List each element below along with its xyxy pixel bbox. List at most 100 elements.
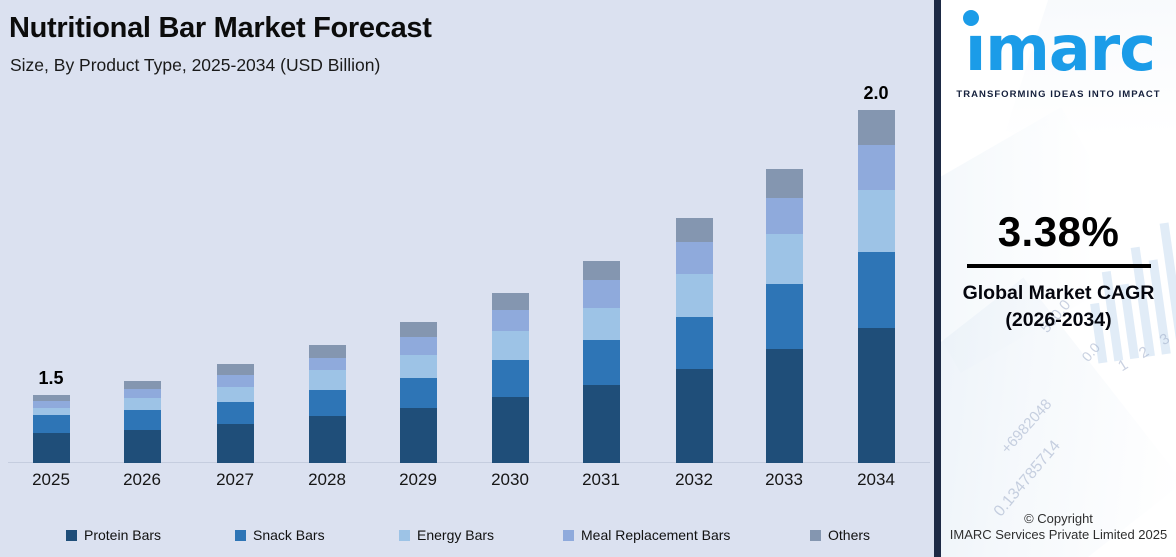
legend-label: Snack Bars <box>253 527 325 543</box>
decorative-number: 0.134785714 <box>990 437 1064 520</box>
bar-2025 <box>32 395 70 463</box>
legend-label: Others <box>828 527 871 543</box>
data-label-2025: 1.5 <box>38 368 64 388</box>
x-axis-label: 2026 <box>123 470 161 489</box>
bar-segment-protein-bars <box>582 385 620 463</box>
bar-2032 <box>675 218 713 463</box>
x-axis-label: 2033 <box>765 470 803 489</box>
bar-segment-snack-bars <box>857 252 895 328</box>
bar-2029 <box>399 322 437 463</box>
bar-segment-others <box>491 293 529 310</box>
bar-segment-snack-bars <box>32 415 70 433</box>
bar-segment-energy-bars <box>765 234 803 284</box>
legend-swatch-icon <box>235 529 246 541</box>
chart-area: Nutritional Bar Market Forecast Size, By… <box>0 0 934 557</box>
bar-segment-energy-bars <box>491 331 529 360</box>
bar-segment-energy-bars <box>308 370 346 390</box>
bar-segment-meal-replacement-bars <box>857 145 895 190</box>
bar-segment-energy-bars <box>399 355 437 378</box>
bar-2031 <box>582 261 620 463</box>
bar-segment-meal-replacement-bars <box>308 358 346 370</box>
legend-swatch-icon <box>563 529 574 541</box>
x-axis-label: 2031 <box>582 470 620 489</box>
bar-segment-others <box>857 110 895 145</box>
legend-label: Protein Bars <box>84 527 162 543</box>
bar-segment-snack-bars <box>765 284 803 349</box>
bar-segment-energy-bars <box>123 398 161 410</box>
bar-segment-meal-replacement-bars <box>32 401 70 408</box>
bar-segment-protein-bars <box>857 328 895 463</box>
legend-swatch-icon <box>810 529 821 541</box>
bar-segment-protein-bars <box>765 349 803 463</box>
bar-segment-protein-bars <box>216 424 254 463</box>
bar-2028 <box>308 345 346 463</box>
bar-2030 <box>491 293 529 463</box>
bar-segment-energy-bars <box>675 274 713 317</box>
legend: Protein Bars Snack Bars Energy Bars Meal Re… <box>0 527 934 543</box>
bar-segment-snack-bars <box>308 390 346 416</box>
bar-segment-others <box>765 169 803 198</box>
x-axis-line <box>8 462 930 463</box>
bar-segment-snack-bars <box>216 402 254 424</box>
chart-subtitle: Size, By Product Type, 2025-2034 (USD Bi… <box>10 55 381 75</box>
sidebar: 500.0 0.0 1 2 3 4 +6982048 0.134785714 ı… <box>941 0 1176 557</box>
bar-segment-others <box>675 218 713 242</box>
x-axis-label: 2029 <box>399 470 437 489</box>
decorative-number: 0.0 <box>1078 339 1104 365</box>
sidebar-divider <box>934 0 941 557</box>
bar-segment-meal-replacement-bars <box>399 337 437 355</box>
x-axis-label: 2032 <box>675 470 713 489</box>
cagr-block: 3.38% Global Market CAGR (2026-2034) <box>941 208 1176 335</box>
x-axis-label: 2028 <box>308 470 346 489</box>
legend-item-energy-bars: Energy Bars <box>399 527 494 543</box>
copyright-line1: © Copyright <box>1024 511 1093 526</box>
x-axis-label: 2034 <box>857 470 895 489</box>
logo-i-dot-icon <box>963 10 979 26</box>
legend-swatch-icon <box>399 529 410 541</box>
bar-segment-others <box>32 395 70 401</box>
legend-item-snack-bars: Snack Bars <box>235 527 325 543</box>
bar-2034 <box>857 110 895 463</box>
bar-segment-protein-bars <box>491 397 529 463</box>
bar-segment-snack-bars <box>399 378 437 408</box>
bar-segment-others <box>216 364 254 375</box>
bar-segment-meal-replacement-bars <box>765 198 803 234</box>
plot: 2025 1.5 2026 2027 2028 2029 2030 2031 2032 2033 2… <box>8 83 930 489</box>
x-axis-label: 2030 <box>491 470 529 489</box>
copyright-line2: IMARC Services Private Limited 2025 <box>949 527 1168 543</box>
bar-segment-snack-bars <box>675 317 713 369</box>
legend-label: Meal Replacement Bars <box>581 527 731 543</box>
bar-segment-meal-replacement-bars <box>216 375 254 387</box>
bar-2026 <box>123 381 161 463</box>
data-label-2034: 2.0 <box>863 83 889 103</box>
bar-2033 <box>765 169 803 463</box>
bar-segment-energy-bars <box>857 190 895 252</box>
bar-segment-meal-replacement-bars <box>123 389 161 398</box>
x-axis-label: 2025 <box>32 470 70 489</box>
bar-segment-meal-replacement-bars <box>582 280 620 308</box>
bar-segment-protein-bars <box>675 369 713 463</box>
bar-segment-protein-bars <box>32 433 70 463</box>
bar-segment-energy-bars <box>582 308 620 340</box>
legend-label: Energy Bars <box>417 527 495 543</box>
logo-tagline: TRANSFORMING IDEAS INTO IMPACT <box>956 89 1161 100</box>
bar-segment-others <box>399 322 437 337</box>
cagr-underline <box>966 264 1151 268</box>
bar-segment-others <box>582 261 620 280</box>
bar-segment-others <box>123 381 161 389</box>
bar-segment-energy-bars <box>32 408 70 415</box>
logo-wordmark: ımarc <box>964 12 1156 85</box>
page-title: Nutritional Bar Market Forecast <box>9 12 432 44</box>
legend-item-protein-bars: Protein Bars <box>66 527 161 543</box>
bar-segment-snack-bars <box>123 410 161 430</box>
bar-segment-snack-bars <box>582 340 620 385</box>
bar-segment-others <box>308 345 346 358</box>
bar-segment-energy-bars <box>216 387 254 402</box>
bar-segment-meal-replacement-bars <box>675 242 713 274</box>
legend-item-others: Others <box>810 527 870 543</box>
bar-segment-snack-bars <box>491 360 529 397</box>
bar-segment-meal-replacement-bars <box>491 310 529 331</box>
legend-swatch-icon <box>66 529 77 541</box>
bar-segment-protein-bars <box>308 416 346 463</box>
